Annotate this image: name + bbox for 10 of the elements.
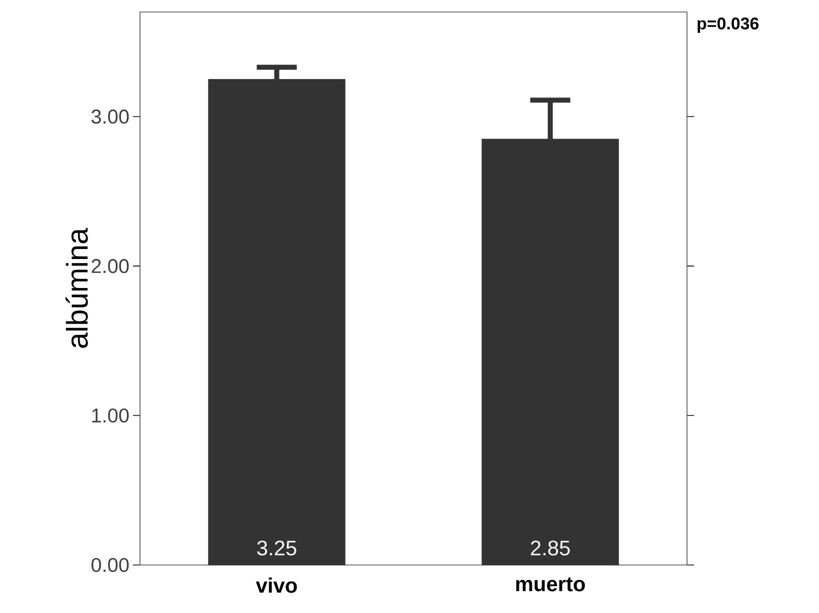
x-tick-label: vivo: [256, 578, 297, 593]
y-tick-label: 0.00: [91, 558, 129, 572]
y-tick-label: 2.00: [92, 259, 129, 274]
text: p=0.036: [698, 18, 759, 33]
y-tick-label: 1.00: [92, 408, 129, 423]
y-tick-label: 3.00: [91, 110, 129, 124]
x-tick-label: muerto: [516, 578, 585, 592]
data-label: 3.25: [257, 540, 296, 556]
data-label: 2.85: [530, 540, 570, 556]
y-axis-title: albúmina: [66, 228, 88, 348]
